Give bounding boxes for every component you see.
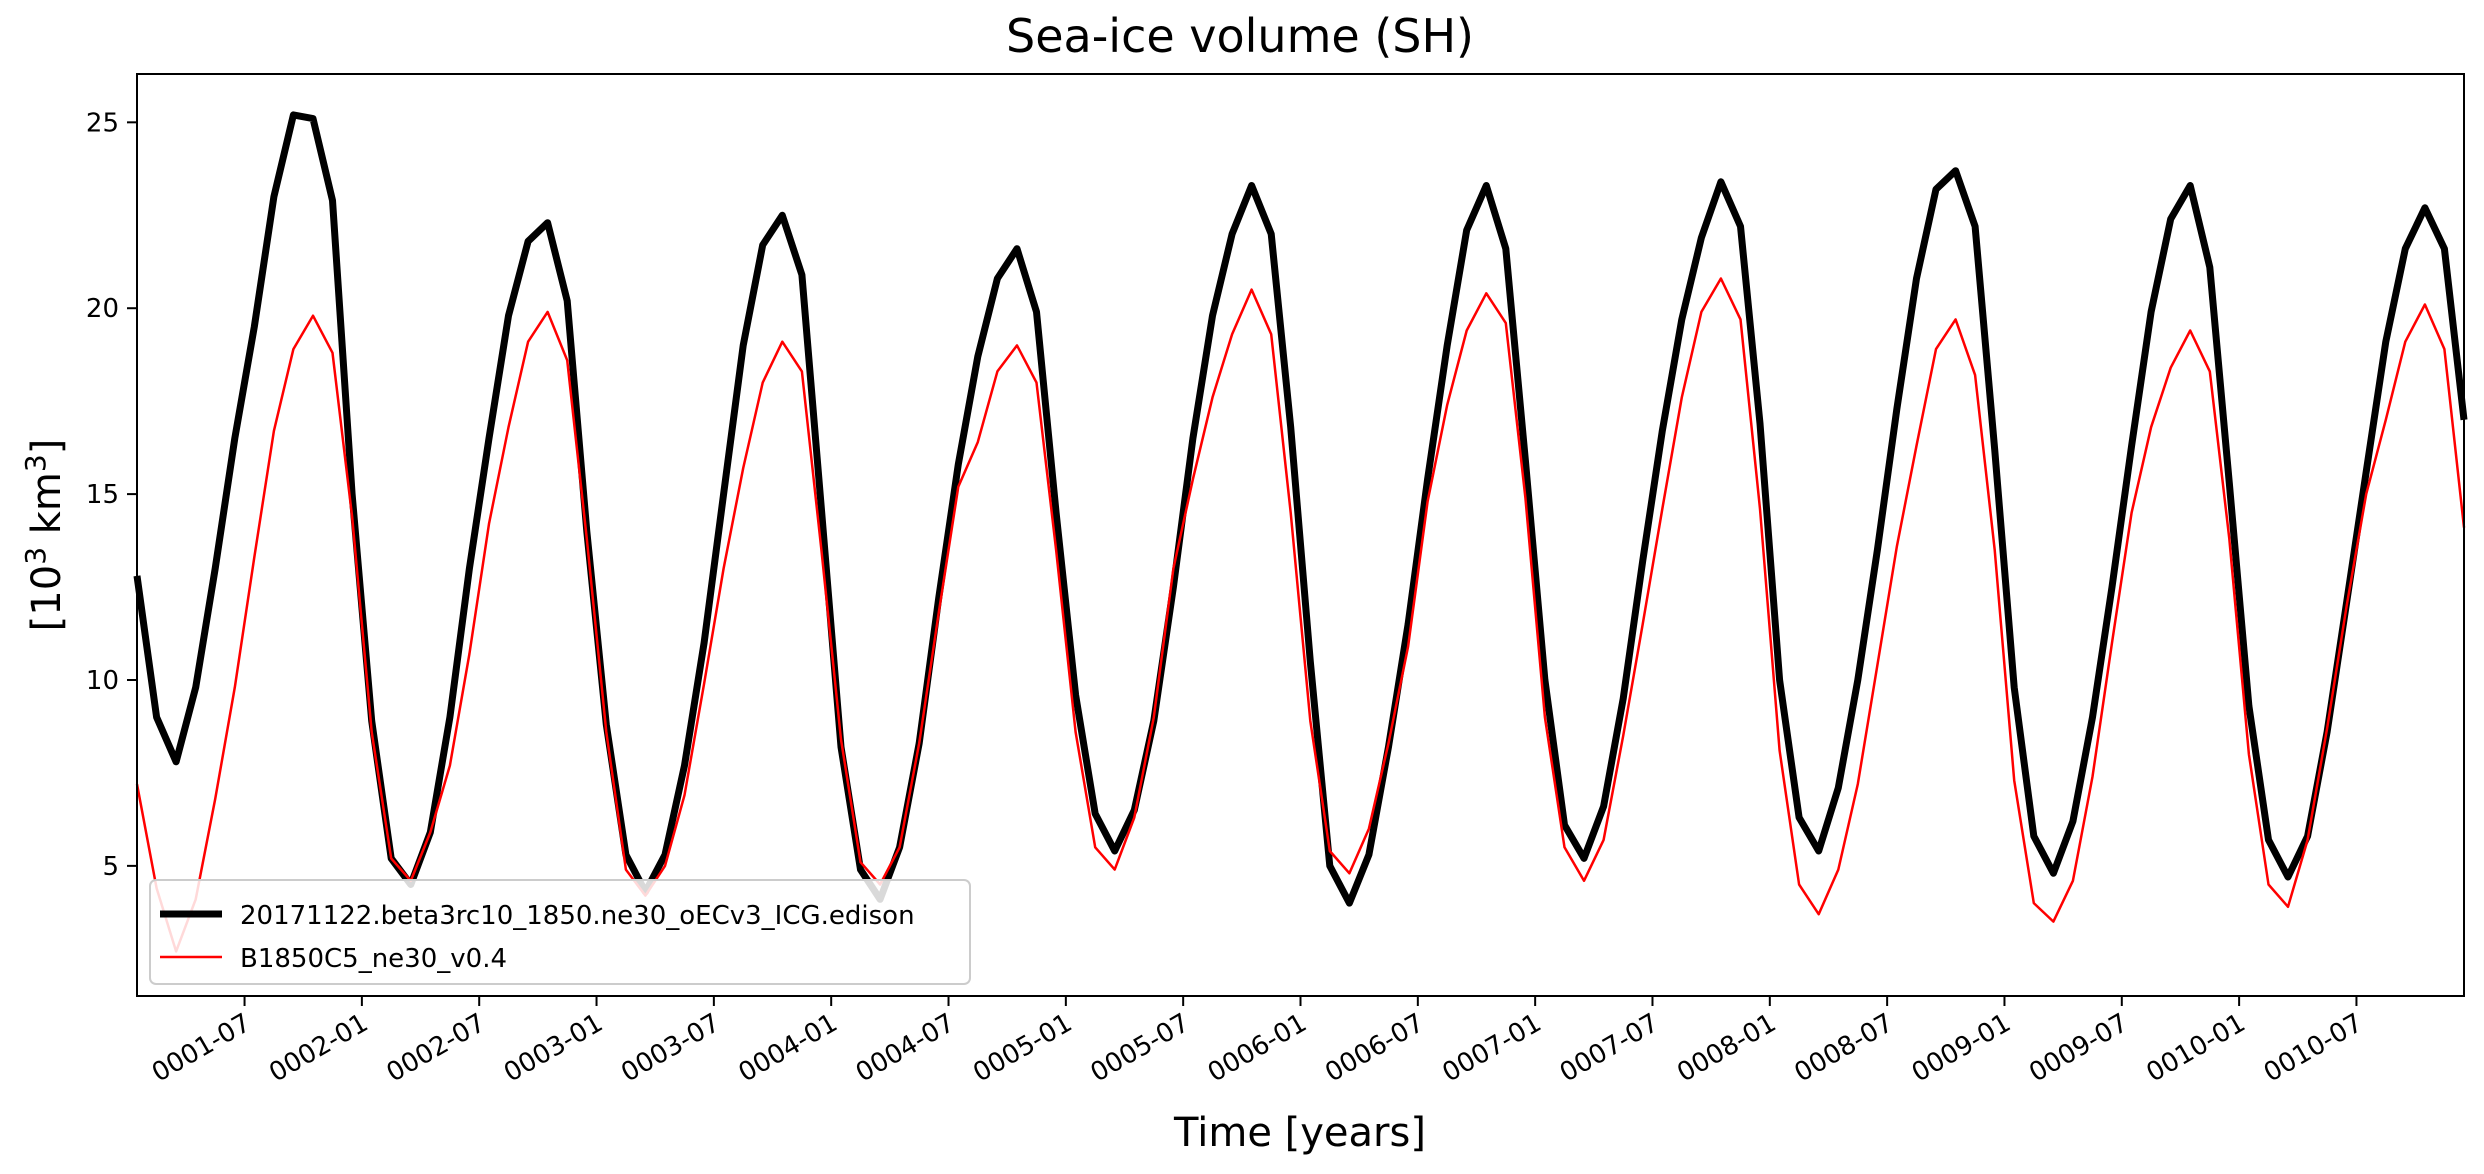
y-tick-label: 25: [86, 108, 119, 138]
x-tick-label: 0009-01: [1907, 1008, 2016, 1088]
plot-area: [133, 111, 2468, 953]
chart-title: Sea-ice volume (SH): [1006, 9, 1474, 63]
series-line-2: [135, 277, 2466, 953]
y-tick-label: 10: [86, 666, 119, 696]
x-tick-label: 0003-07: [616, 1008, 725, 1088]
x-tick-label: 0006-07: [1320, 1008, 1429, 1088]
y-axis: 5 10 15 20 25: [86, 108, 137, 882]
x-tick-label: 0008-07: [1790, 1008, 1899, 1088]
x-tick-label: 0004-01: [734, 1008, 843, 1088]
x-tick-label: 0008-01: [1672, 1008, 1781, 1088]
y-axis-label-exponent-2: 3: [19, 454, 52, 472]
x-tick-label: 0006-01: [1203, 1008, 1312, 1088]
legend: 20171122.beta3rc10_1850.ne30_oECv3_ICG.e…: [149, 879, 971, 985]
x-axis: 0001-07 0002-01 0002-07 0003-01 0003-07 0004-…: [147, 996, 2368, 1088]
x-tick-label: 0001-07: [147, 1008, 256, 1088]
x-tick-label: 0007-07: [1555, 1008, 1664, 1088]
y-axis-label-unit: km: [24, 472, 70, 547]
x-tick-label: 0004-07: [851, 1008, 960, 1088]
x-tick-label: 0007-01: [1438, 1008, 1547, 1088]
y-axis-label-base: [10: [24, 565, 70, 632]
y-tick-label: 5: [102, 852, 119, 882]
x-tick-label: 0005-01: [968, 1008, 1077, 1088]
legend-box: [149, 879, 971, 985]
x-tick-label: 0002-01: [264, 1008, 373, 1088]
legend-label-series-2: B1850C5_ne30_v0.4: [240, 944, 507, 974]
x-tick-label: 0009-07: [2024, 1008, 2133, 1088]
y-tick-label: 20: [86, 294, 119, 324]
x-tick-label: 0010-07: [2259, 1008, 2368, 1088]
x-tick-label: 0010-01: [2142, 1008, 2251, 1088]
y-axis-label-exponent-1: 3: [19, 547, 52, 565]
y-axis-label-close: ]: [24, 439, 70, 455]
x-tick-label: 0005-07: [1086, 1008, 1195, 1088]
legend-label-series-1: 20171122.beta3rc10_1850.ne30_oECv3_ICG.e…: [240, 901, 915, 931]
x-tick-label: 0003-01: [499, 1008, 608, 1088]
x-tick-label: 0002-07: [382, 1008, 491, 1088]
series-line-1: [133, 111, 2468, 907]
y-tick-label: 15: [86, 480, 119, 510]
y-axis-label: [103 km3]: [19, 439, 70, 632]
x-axis-label: Time [years]: [1173, 1110, 1426, 1156]
